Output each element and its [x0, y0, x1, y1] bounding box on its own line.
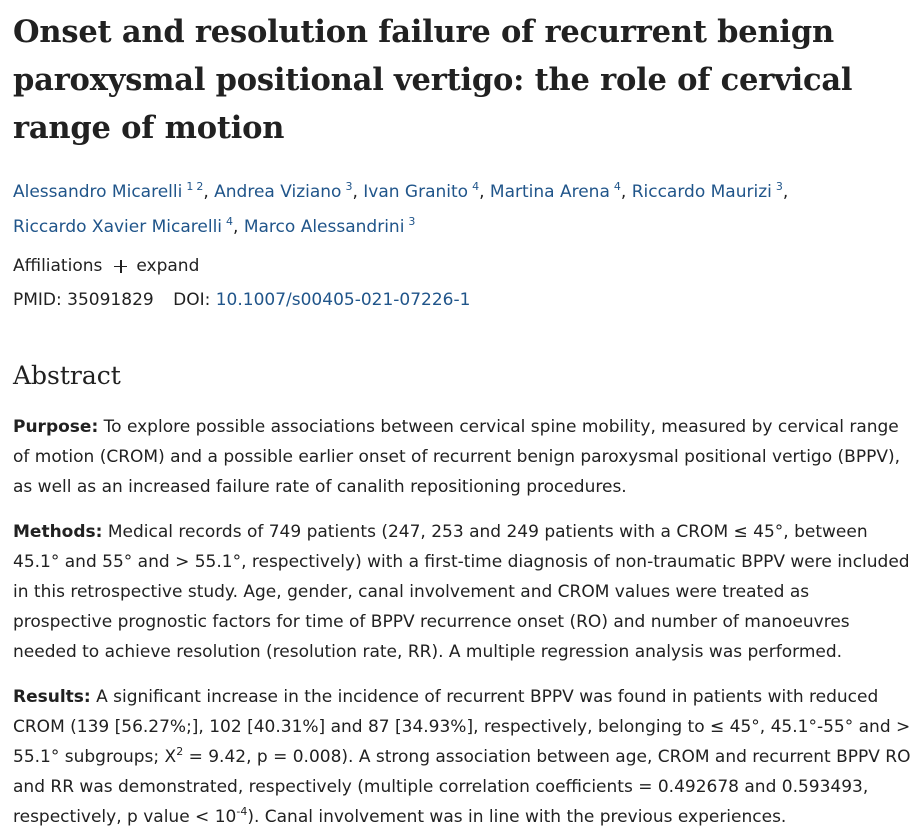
- affiliation-number[interactable]: 4: [226, 215, 234, 228]
- chi-square-superscript: 2: [176, 745, 184, 758]
- expand-affiliations-button[interactable]: expand: [114, 255, 199, 277]
- affiliation-number[interactable]: 2: [196, 180, 204, 193]
- author-name[interactable]: Marco Alessandrini: [243, 217, 405, 237]
- affiliation-number[interactable]: 1: [186, 180, 194, 193]
- author-name[interactable]: Riccardo Maurizi: [631, 182, 772, 202]
- abstract-methods: Methods: Medical records of 749 patients…: [13, 517, 913, 667]
- pmid-label: PMID:: [13, 290, 62, 310]
- author-separator: ,: [203, 182, 215, 202]
- affiliation-number[interactable]: 3: [408, 215, 416, 228]
- author-separator: ,: [233, 217, 244, 237]
- affiliation-number[interactable]: 3: [775, 180, 783, 193]
- affiliation-number[interactable]: 3: [345, 180, 353, 193]
- plus-icon: [114, 259, 128, 273]
- author-name[interactable]: Andrea Viziano: [214, 182, 342, 202]
- author-name[interactable]: Ivan Granito: [363, 182, 469, 202]
- author-name[interactable]: Alessandro Micarelli: [13, 182, 183, 202]
- identifiers-row: PMID: 35091829 DOI: 10.1007/s00405-021-0…: [13, 289, 920, 311]
- article-title: Onset and resolution failure of recurren…: [13, 14, 853, 146]
- abstract-heading: Abstract: [13, 361, 121, 390]
- author-list: Alessandro Micarelli 1 2, Andrea Viziano 3,…: [13, 172, 908, 242]
- author-separator: ,: [620, 182, 632, 202]
- doi-label: DOI:: [173, 290, 211, 310]
- article-page: Onset and resolution failure of recurren…: [13, 14, 920, 827]
- affiliations-label: Affiliations: [13, 256, 103, 276]
- results-label: Results:: [13, 687, 91, 707]
- author-separator: ,: [782, 182, 789, 202]
- purpose-text: To explore possible associations between…: [13, 417, 900, 497]
- affiliation-number[interactable]: 4: [613, 180, 621, 193]
- results-text-1: A significant increase in the incidence …: [13, 687, 911, 767]
- author-name[interactable]: Riccardo Xavier Micarelli: [13, 217, 223, 237]
- methods-text: Medical records of 749 patients (247, 25…: [13, 522, 910, 662]
- results-text-3: ). Canal involvement was in line with th…: [247, 807, 787, 827]
- author-separator: ,: [352, 182, 364, 202]
- expand-label: expand: [136, 256, 200, 276]
- affiliations-row: Affiliations expand: [13, 255, 920, 277]
- abstract-results: Results: A significant increase in the i…: [13, 682, 913, 832]
- methods-label: Methods:: [13, 522, 103, 542]
- pmid-value: 35091829: [67, 290, 154, 310]
- purpose-label: Purpose:: [13, 417, 99, 437]
- author-separator: ,: [479, 182, 490, 202]
- exponent-superscript: -4: [236, 805, 248, 818]
- affiliation-number[interactable]: 4: [472, 180, 480, 193]
- doi-link[interactable]: 10.1007/s00405-021-07226-1: [215, 290, 471, 310]
- abstract-purpose: Purpose: To explore possible association…: [13, 412, 913, 502]
- author-name[interactable]: Martina Arena: [489, 182, 610, 202]
